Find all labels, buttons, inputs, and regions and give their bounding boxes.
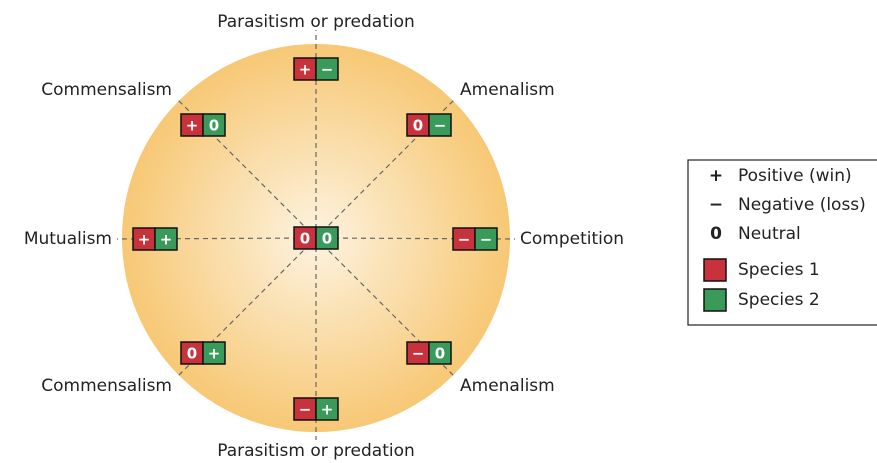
species2-box: [428, 113, 452, 137]
species1-symbol: −: [458, 231, 471, 249]
species2-box: [154, 227, 178, 251]
interaction-label: Amenalism: [460, 376, 555, 396]
species2-symbol: −: [480, 231, 493, 249]
interaction-label: Competition: [520, 229, 624, 249]
species2-symbol: 0: [322, 230, 332, 248]
species1-symbol: 0: [413, 117, 423, 135]
species2-box: [315, 226, 339, 250]
legend-label: Negative (loss): [738, 195, 866, 215]
species2-symbol: +: [321, 401, 334, 419]
interaction-label: Commensalism: [41, 80, 172, 100]
species2-box: [202, 113, 226, 137]
species1-symbol: 0: [300, 230, 310, 248]
species1-symbol: 0: [187, 345, 197, 363]
species2-symbol: −: [434, 117, 447, 135]
legend-label: Positive (win): [738, 166, 852, 186]
legend-label: Species 2: [738, 290, 820, 310]
species2-box: [202, 341, 226, 365]
interaction-label: Parasitism or predation: [217, 441, 415, 461]
legend-label: Neutral: [738, 224, 801, 244]
species2-symbol: +: [208, 345, 221, 363]
legend-label: Species 1: [738, 260, 820, 280]
species1-symbol: +: [299, 61, 312, 79]
species2-symbol: −: [321, 61, 334, 79]
interaction-label: Amenalism: [460, 80, 555, 100]
species1-symbol: −: [412, 345, 425, 363]
legend-symbol: +: [709, 166, 723, 186]
species1-symbol: +: [138, 231, 151, 249]
interaction-label: Parasitism or predation: [217, 12, 415, 32]
species2-box: [315, 57, 339, 81]
species2-box: [474, 227, 498, 251]
species2-symbol: 0: [435, 345, 445, 363]
legend-swatch: [703, 288, 727, 312]
legend-symbol: 0: [710, 224, 722, 244]
species2-symbol: 0: [209, 117, 219, 135]
species2-box: [315, 397, 339, 421]
legend-symbol: −: [709, 195, 723, 215]
legend-swatch: [703, 258, 727, 282]
species2-box: [428, 341, 452, 365]
species1-symbol: +: [186, 117, 199, 135]
interaction-label: Mutualism: [24, 229, 112, 249]
species2-symbol: +: [160, 231, 173, 249]
species1-symbol: −: [299, 401, 312, 419]
interaction-label: Commensalism: [41, 376, 172, 396]
